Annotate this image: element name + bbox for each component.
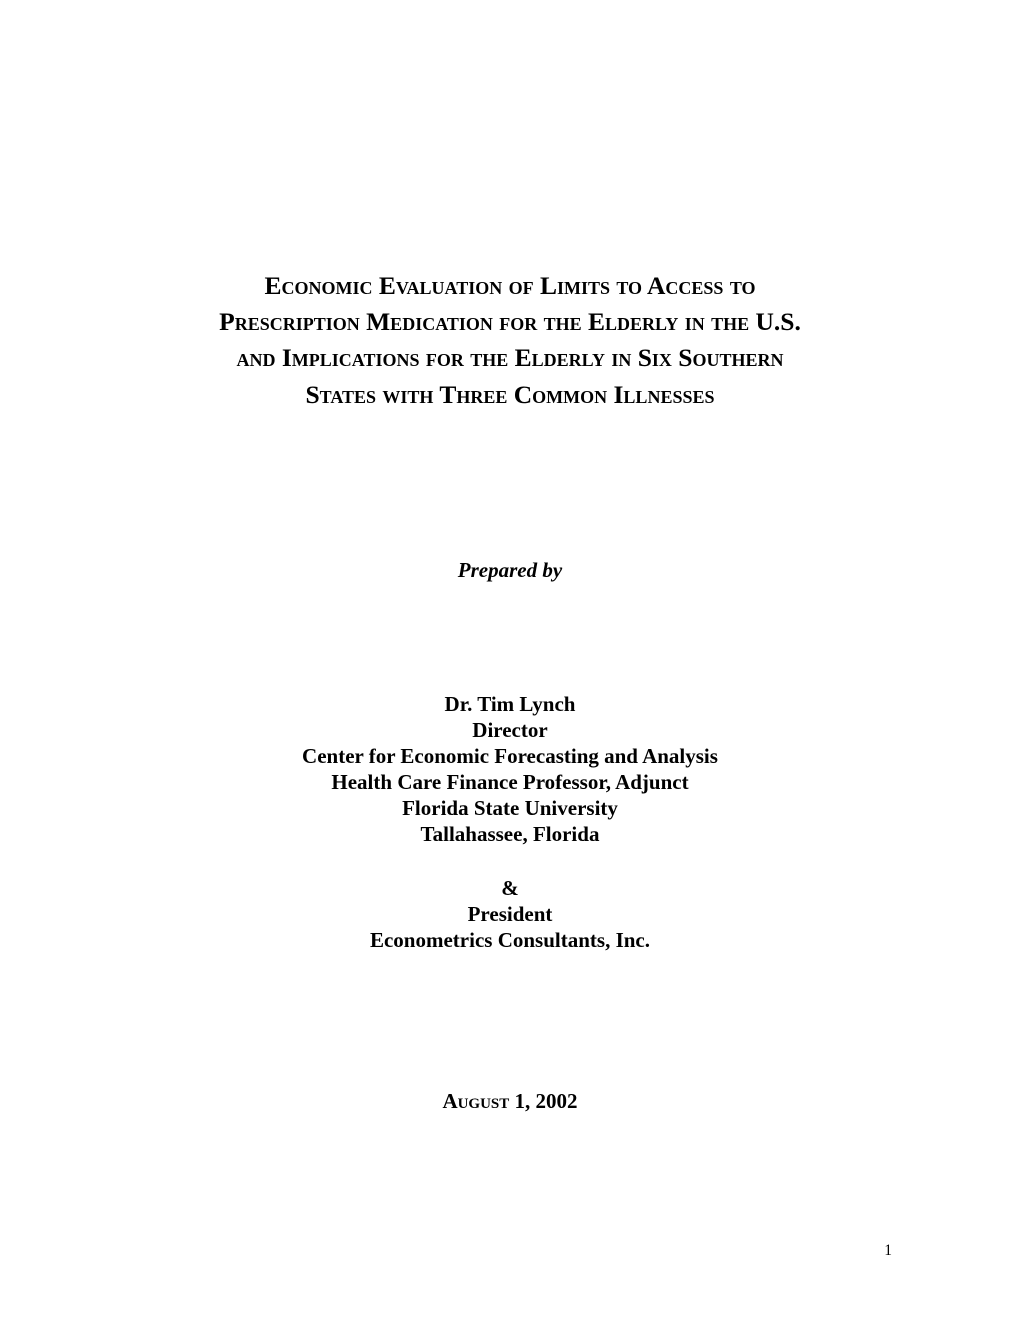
- author-location: Tallahassee, Florida: [130, 821, 890, 847]
- title-line-3: and Implications for the Elderly in Six …: [130, 340, 890, 376]
- author-block: Dr. Tim Lynch Director Center for Econom…: [130, 691, 890, 847]
- title-line-2: Prescription Medication for the Elderly …: [130, 304, 890, 340]
- author-role-1: Director: [130, 717, 890, 743]
- second-role: President: [130, 901, 890, 927]
- page-number: 1: [884, 1242, 892, 1260]
- title-line-1: Economic Evaluation of Limits to Access …: [130, 268, 890, 304]
- document-date: August 1, 2002: [130, 1089, 890, 1114]
- ampersand: &: [130, 875, 890, 901]
- title-block: Economic Evaluation of Limits to Access …: [130, 268, 890, 413]
- second-affiliation-block: & President Econometrics Consultants, In…: [130, 875, 890, 953]
- document-page: Economic Evaluation of Limits to Access …: [0, 0, 1020, 1320]
- author-name: Dr. Tim Lynch: [130, 691, 890, 717]
- second-org: Econometrics Consultants, Inc.: [130, 927, 890, 953]
- prepared-by-label: Prepared by: [130, 558, 890, 583]
- author-role-2: Health Care Finance Professor, Adjunct: [130, 769, 890, 795]
- author-university: Florida State University: [130, 795, 890, 821]
- title-line-4: States with Three Common Illnesses: [130, 377, 890, 413]
- author-org-1: Center for Economic Forecasting and Anal…: [130, 743, 890, 769]
